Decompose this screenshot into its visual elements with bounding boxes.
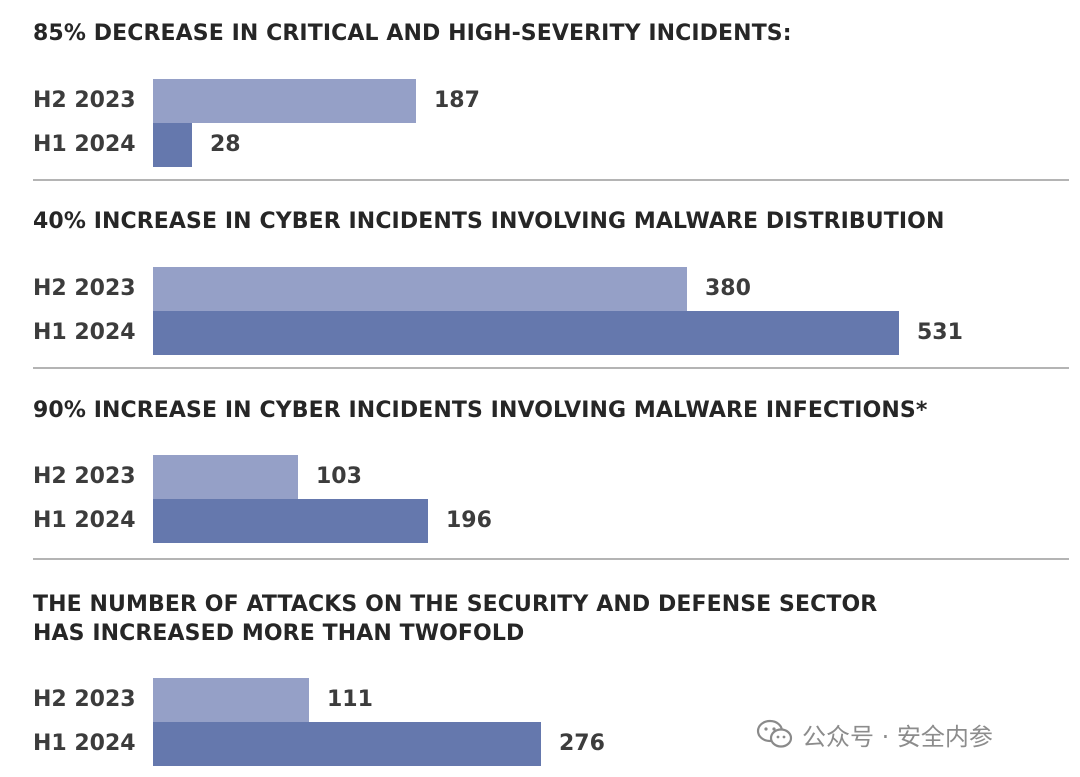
category-label: H1 2024 [33,731,136,756]
category-label: H2 2023 [33,464,136,489]
category-label: H2 2023 [33,88,136,113]
data-label: 28 [210,132,241,157]
data-label: 380 [705,276,751,301]
watermark: 公众号 · 安全内参 [756,716,993,752]
bar [153,267,687,311]
category-label: H2 2023 [33,687,136,712]
wechat-icon [756,719,793,748]
data-label: 196 [446,508,492,533]
chart-title: 85% DECREASE IN CRITICAL AND HIGH-SEVERI… [33,21,792,46]
data-label: 531 [917,320,963,345]
data-label: 103 [316,464,362,489]
bar [153,123,192,167]
category-label: H2 2023 [33,276,136,301]
data-label: 111 [327,687,373,712]
watermark-text: 公众号 · 安全内参 [802,722,993,751]
bar [153,311,899,355]
section-divider [33,179,1069,181]
category-label: H1 2024 [33,132,136,157]
category-label: H1 2024 [33,320,136,345]
section-divider [33,367,1069,369]
bar [153,678,309,722]
chart-title: 90% INCREASE IN CYBER INCIDENTS INVOLVIN… [33,398,928,423]
bar [153,722,541,766]
data-label: 187 [434,88,480,113]
bar [153,455,298,499]
chart-title: THE NUMBER OF ATTACKS ON THE SECURITY AN… [33,592,878,617]
bar [153,79,416,123]
category-label: H1 2024 [33,508,136,533]
chart-title: 40% INCREASE IN CYBER INCIDENTS INVOLVIN… [33,209,945,234]
section-divider [33,558,1069,560]
chart-title: HAS INCREASED MORE THAN TWOFOLD [33,621,525,646]
bar [153,499,428,543]
data-label: 276 [559,731,605,756]
